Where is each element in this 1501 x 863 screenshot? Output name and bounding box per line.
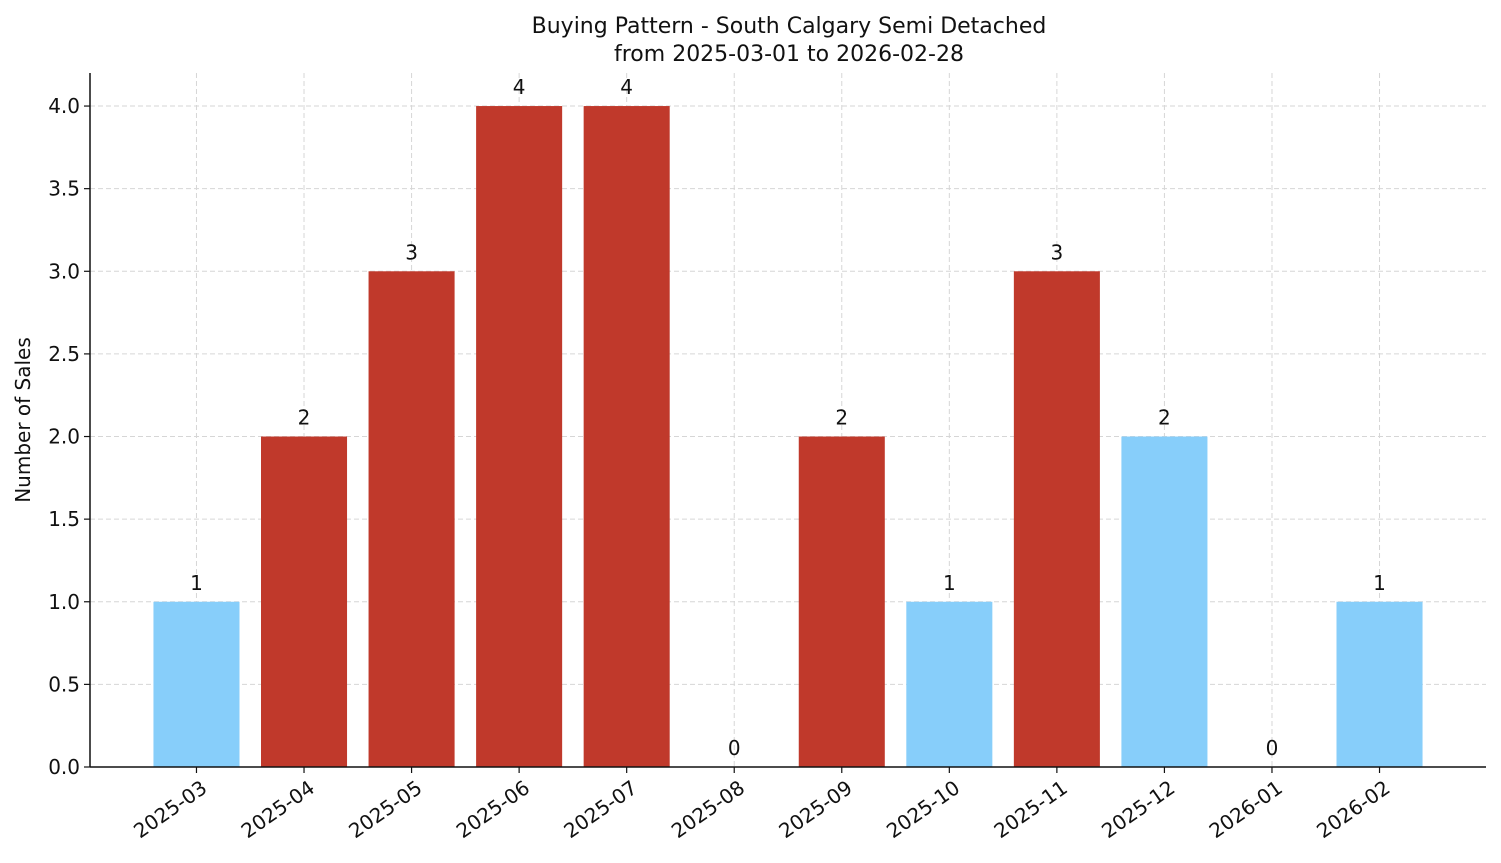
chart-title: Buying Pattern - South Calgary Semi Deta… — [532, 14, 1047, 39]
y-axis-label: Number of Sales — [11, 337, 35, 503]
y-tick-label: 1.5 — [48, 507, 80, 531]
x-tick-label: 2026-02 — [1312, 775, 1394, 843]
y-tick-label: 0.5 — [48, 672, 80, 696]
bar — [1121, 436, 1208, 767]
y-tick-label: 4.0 — [48, 94, 80, 118]
bar — [261, 436, 348, 767]
y-tick-label: 3.0 — [48, 259, 80, 283]
y-tick-label: 2.0 — [48, 425, 80, 449]
bar — [583, 106, 670, 768]
x-tick-label: 2025-10 — [882, 775, 964, 843]
data-label: 3 — [405, 240, 418, 264]
x-tick-label: 2025-12 — [1097, 775, 1179, 843]
x-tick-label: 2025-06 — [452, 775, 534, 843]
bar — [798, 436, 885, 767]
x-tick-label: 2025-04 — [237, 775, 319, 843]
data-label: 1 — [943, 571, 956, 595]
x-tick-label: 2025-09 — [774, 775, 856, 843]
bar — [476, 106, 563, 768]
data-label: 2 — [1158, 406, 1171, 430]
data-label: 4 — [513, 75, 526, 99]
data-label: 1 — [190, 571, 203, 595]
data-label: 2 — [835, 406, 848, 430]
y-tick-label: 0.0 — [48, 755, 80, 779]
y-tick-label: 1.0 — [48, 590, 80, 614]
data-label: 1 — [1373, 571, 1386, 595]
y-tick-label: 2.5 — [48, 342, 80, 366]
x-tick-label: 2025-03 — [129, 775, 211, 843]
x-tick-label: 2026-01 — [1205, 775, 1287, 843]
x-tick-label: 2025-05 — [344, 775, 426, 843]
x-tick-label: 2025-07 — [559, 775, 641, 843]
bar — [906, 601, 993, 767]
x-tick-label: 2025-08 — [667, 775, 749, 843]
bar — [368, 271, 455, 767]
data-label: 4 — [620, 75, 633, 99]
data-label: 0 — [728, 736, 741, 760]
bar — [1336, 601, 1423, 767]
data-label: 0 — [1266, 736, 1279, 760]
x-tick-label: 2025-11 — [990, 775, 1072, 843]
bar — [153, 601, 240, 767]
y-tick-label: 3.5 — [48, 177, 80, 201]
bar — [1013, 271, 1100, 767]
data-label: 2 — [298, 406, 311, 430]
data-label: 3 — [1051, 240, 1064, 264]
chart-subtitle: from 2025-03-01 to 2026-02-28 — [614, 42, 964, 67]
